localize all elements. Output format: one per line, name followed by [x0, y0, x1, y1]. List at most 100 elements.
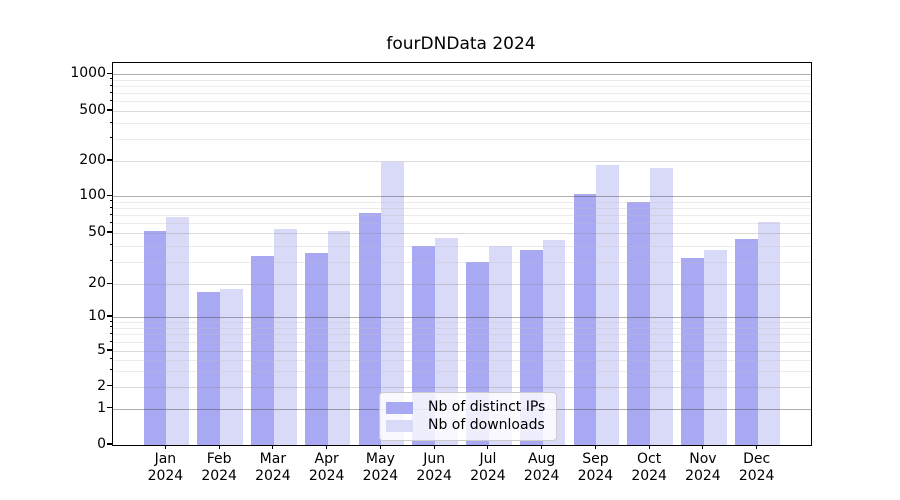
bar-downloads-sep — [596, 165, 620, 445]
bar-ips-dec — [734, 238, 758, 445]
x-tick-label-oct: Oct 2024 — [631, 451, 667, 484]
y-tick-mark-5 — [107, 349, 112, 351]
x-tick-label-jul: Jul 2024 — [470, 451, 506, 484]
gridline-200 — [113, 160, 811, 162]
y-tick-minor-60 — [109, 221, 112, 223]
y-tick-mark-1 — [107, 407, 112, 409]
y-tick-minor-900 — [109, 78, 112, 80]
gridline-500 — [113, 111, 811, 113]
gridline-minor-60 — [113, 223, 811, 225]
x-tick-mark-feb — [218, 445, 220, 449]
legend-swatch-1 — [386, 401, 413, 414]
y-tick-minor-6 — [109, 340, 112, 342]
y-tick-minor-30 — [109, 260, 112, 262]
y-tick-label-50: 50 — [88, 223, 106, 240]
bar-ips-nov — [681, 258, 704, 445]
y-tick-mark-500 — [107, 109, 112, 111]
bar-downloads-oct — [650, 168, 673, 445]
x-tick-mark-may — [379, 445, 381, 449]
y-tick-mark-200 — [107, 159, 112, 161]
x-tick-mark-nov — [702, 445, 704, 449]
gridline-minor-4 — [113, 359, 811, 361]
x-tick-mark-apr — [326, 445, 328, 449]
x-tick-label-jun: Jun 2024 — [416, 451, 452, 484]
bar-downloads-feb — [220, 289, 243, 445]
bar-downloads-dec — [757, 221, 781, 445]
gridline-20 — [113, 284, 811, 286]
gridline-100 — [113, 196, 811, 198]
gridline-50 — [113, 232, 811, 234]
y-tick-mark-1000 — [107, 72, 112, 74]
legend-label-2: Nb of downloads — [428, 417, 545, 433]
y-tick-label-10: 10 — [88, 307, 106, 324]
gridline-2 — [113, 386, 811, 388]
x-tick-label-mar: Mar 2024 — [255, 451, 291, 484]
chart-title: fourDNData 2024 — [386, 34, 536, 54]
gridline-minor-400 — [113, 123, 811, 125]
legend-row-1: Nb of distinct IPs — [386, 399, 545, 416]
gridline-minor-8 — [113, 327, 811, 329]
gridline-minor-6 — [113, 342, 811, 344]
gridline-minor-800 — [113, 86, 811, 88]
x-tick-mark-sep — [594, 445, 596, 449]
bar-ips-jan — [143, 230, 167, 445]
gridline-minor-300 — [113, 138, 811, 140]
y-tick-mark-20 — [107, 282, 112, 285]
bar-downloads-may — [381, 162, 405, 445]
bar-downloads-mar — [273, 228, 297, 445]
gridline-minor-70 — [113, 215, 811, 217]
gridline-5 — [113, 350, 811, 352]
y-tick-minor-400 — [109, 121, 112, 123]
x-tick-label-aug: Aug 2024 — [523, 451, 560, 484]
bar-ips-may — [358, 212, 382, 445]
y-tick-label-2: 2 — [97, 377, 106, 394]
bar-downloads-jan — [166, 217, 190, 445]
legend-row-2: Nb of downloads — [386, 417, 545, 434]
x-tick-label-dec: Dec 2024 — [738, 451, 775, 484]
gridline-minor-9 — [113, 322, 811, 324]
x-tick-label-jan: Jan 2024 — [147, 451, 184, 484]
y-tick-minor-4 — [109, 358, 112, 360]
gridline-minor-900 — [113, 79, 811, 81]
x-tick-mark-mar — [272, 445, 274, 449]
x-tick-mark-jul — [487, 445, 489, 449]
y-tick-label-1: 1 — [97, 399, 106, 416]
y-tick-minor-8 — [109, 326, 112, 328]
legend-label-1: Nb of distinct IPs — [428, 399, 546, 415]
gridline-minor-40 — [113, 245, 811, 247]
y-tick-minor-300 — [109, 137, 112, 139]
y-tick-minor-3 — [109, 369, 112, 371]
x-tick-mark-jan — [164, 445, 166, 449]
y-tick-mark-2 — [107, 385, 112, 387]
y-tick-mark-10 — [107, 315, 112, 317]
x-tick-label-apr: Apr 2024 — [308, 451, 345, 484]
y-tick-label-20: 20 — [88, 275, 106, 292]
gridline-minor-700 — [113, 93, 811, 95]
bar-ips-sep — [573, 193, 597, 445]
x-tick-label-sep: Sep 2024 — [577, 451, 614, 484]
gridline-10 — [113, 316, 811, 318]
gridline-1000 — [113, 74, 811, 76]
y-tick-minor-40 — [109, 244, 112, 246]
x-tick-label-feb: Feb 2024 — [201, 451, 237, 484]
y-tick-minor-90 — [109, 200, 112, 202]
x-tick-label-may: May 2024 — [362, 451, 399, 484]
y-tick-mark-100 — [107, 194, 112, 196]
legend-swatch-2 — [386, 419, 413, 432]
gridline-minor-3 — [113, 370, 811, 372]
gridline-minor-600 — [113, 101, 811, 103]
y-tick-label-100: 100 — [79, 187, 106, 204]
y-tick-minor-700 — [109, 91, 112, 93]
y-tick-label-5: 5 — [97, 341, 106, 358]
bar-ips-feb — [197, 292, 221, 445]
gridline-minor-30 — [113, 261, 811, 263]
x-tick-mark-aug — [541, 445, 543, 449]
bar-ips-oct — [627, 202, 651, 445]
x-tick-mark-jun — [433, 445, 435, 449]
x-tick-mark-dec — [756, 445, 758, 449]
x-tick-label-nov: Nov 2024 — [685, 451, 721, 484]
plot-area — [112, 62, 812, 446]
y-tick-minor-600 — [109, 99, 112, 101]
y-tick-mark-0 — [107, 443, 112, 445]
